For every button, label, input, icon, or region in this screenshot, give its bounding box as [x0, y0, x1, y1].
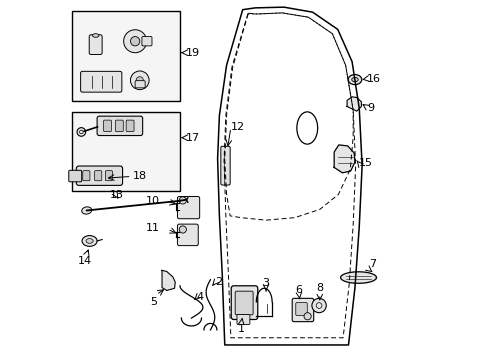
Text: 12: 12: [230, 122, 244, 132]
FancyBboxPatch shape: [97, 116, 142, 135]
Circle shape: [123, 30, 146, 53]
Text: 13: 13: [110, 190, 124, 200]
FancyBboxPatch shape: [231, 286, 257, 319]
FancyBboxPatch shape: [177, 197, 199, 219]
Ellipse shape: [92, 34, 99, 37]
Text: 14: 14: [78, 256, 92, 266]
FancyBboxPatch shape: [89, 35, 102, 54]
Polygon shape: [340, 272, 376, 283]
Circle shape: [311, 298, 325, 313]
Polygon shape: [346, 97, 361, 111]
Text: 5: 5: [150, 297, 157, 307]
Text: 15: 15: [359, 158, 372, 168]
Polygon shape: [333, 145, 354, 173]
Text: 9: 9: [366, 103, 373, 113]
Text: 1: 1: [237, 324, 244, 334]
Circle shape: [179, 197, 186, 204]
Text: 7: 7: [368, 259, 376, 269]
Ellipse shape: [347, 75, 361, 85]
FancyBboxPatch shape: [69, 170, 81, 182]
FancyBboxPatch shape: [177, 224, 198, 246]
Bar: [72, 112, 180, 191]
FancyBboxPatch shape: [221, 146, 230, 185]
Text: 11: 11: [146, 224, 160, 233]
FancyBboxPatch shape: [76, 166, 122, 185]
FancyBboxPatch shape: [237, 315, 249, 324]
Text: 2: 2: [215, 277, 222, 287]
Ellipse shape: [81, 207, 92, 214]
FancyBboxPatch shape: [142, 37, 152, 46]
Text: 16: 16: [366, 74, 380, 84]
Text: 19: 19: [185, 48, 200, 58]
FancyBboxPatch shape: [115, 120, 123, 132]
FancyBboxPatch shape: [135, 81, 145, 88]
Circle shape: [179, 226, 186, 233]
Circle shape: [136, 77, 143, 84]
Ellipse shape: [82, 235, 97, 246]
Text: 17: 17: [185, 133, 200, 143]
FancyBboxPatch shape: [94, 171, 102, 181]
Text: 6: 6: [294, 285, 301, 296]
Bar: [72, 12, 180, 101]
Circle shape: [130, 71, 149, 90]
FancyBboxPatch shape: [292, 298, 313, 321]
FancyBboxPatch shape: [295, 303, 306, 316]
FancyBboxPatch shape: [126, 120, 134, 132]
Circle shape: [130, 37, 140, 46]
FancyBboxPatch shape: [81, 71, 122, 92]
Text: 4: 4: [196, 292, 203, 302]
FancyBboxPatch shape: [105, 171, 112, 181]
Ellipse shape: [351, 77, 357, 82]
Circle shape: [77, 128, 85, 136]
Text: 18: 18: [132, 171, 146, 181]
Text: 3: 3: [262, 278, 269, 288]
FancyBboxPatch shape: [82, 171, 90, 181]
FancyBboxPatch shape: [103, 120, 111, 132]
Text: 10: 10: [146, 196, 160, 206]
Text: 8: 8: [316, 283, 323, 293]
FancyBboxPatch shape: [235, 291, 253, 315]
Ellipse shape: [86, 239, 93, 243]
Circle shape: [304, 313, 310, 320]
Polygon shape: [162, 270, 175, 291]
